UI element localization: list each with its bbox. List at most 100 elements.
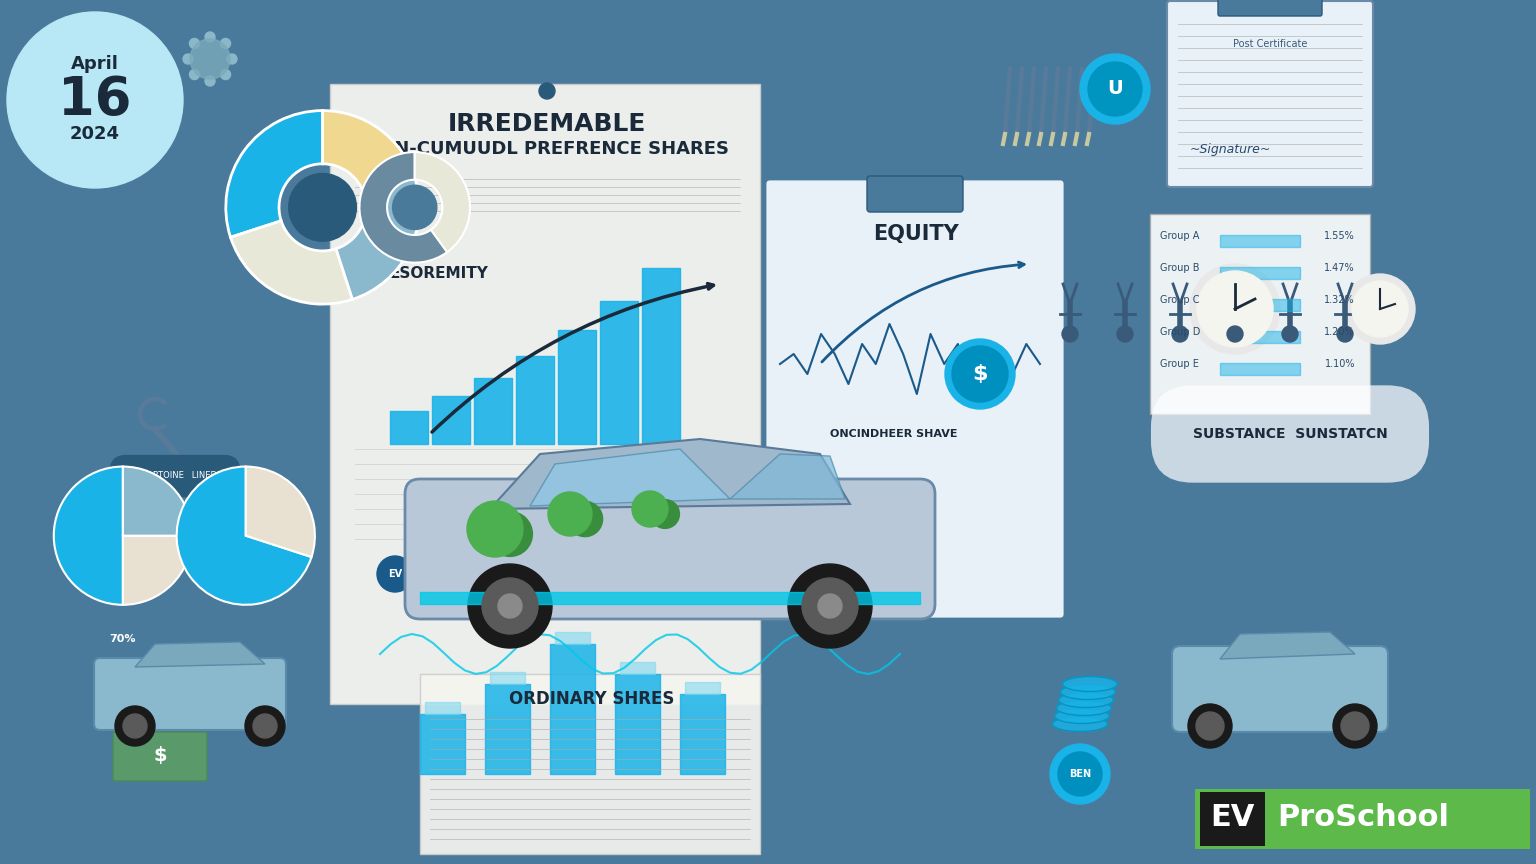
Bar [1220,363,1299,375]
FancyBboxPatch shape [1167,1,1373,187]
Bar [601,301,637,444]
Circle shape [1051,744,1111,804]
Wedge shape [226,111,323,238]
Bar [621,662,654,674]
Circle shape [1187,704,1232,748]
Circle shape [227,54,237,64]
Circle shape [1197,271,1273,347]
Circle shape [8,12,183,188]
Bar [685,682,720,694]
Circle shape [1283,326,1298,342]
Bar [140,536,161,554]
Text: 16: 16 [58,74,132,126]
Bar [1220,299,1299,311]
Circle shape [1346,274,1415,344]
Circle shape [1333,704,1376,748]
Circle shape [487,511,533,556]
Bar [390,411,429,444]
Bar [1220,331,1299,343]
Text: $: $ [972,364,988,384]
Bar [614,674,660,774]
Circle shape [376,556,413,592]
Text: ESOREMITY: ESOREMITY [390,266,488,282]
Bar [516,356,554,444]
Text: ~Signature~: ~Signature~ [1189,143,1270,156]
FancyBboxPatch shape [330,84,760,704]
Ellipse shape [1060,684,1115,700]
Bar [111,529,132,554]
Wedge shape [54,467,123,605]
Wedge shape [336,177,419,300]
FancyBboxPatch shape [406,479,935,619]
Polygon shape [530,449,730,506]
FancyBboxPatch shape [765,179,1064,619]
Text: ONCINDHEER SHAVE: ONCINDHEER SHAVE [829,429,957,439]
Text: Group A: Group A [1160,231,1200,241]
Circle shape [468,564,551,648]
Bar [170,542,192,554]
FancyBboxPatch shape [94,658,286,730]
Text: 1.55%: 1.55% [1324,231,1355,241]
FancyBboxPatch shape [1200,792,1266,846]
Bar [432,396,470,444]
Ellipse shape [1058,693,1114,708]
Polygon shape [135,642,266,667]
Circle shape [1341,712,1369,740]
Circle shape [123,714,147,738]
Text: Group C: Group C [1160,295,1200,305]
Circle shape [1227,326,1243,342]
Circle shape [539,83,554,99]
Circle shape [1087,62,1141,116]
Bar [550,644,594,774]
Polygon shape [490,439,849,509]
Bar [425,702,459,714]
Text: Group E: Group E [1160,359,1200,369]
Circle shape [482,578,538,634]
Bar [1220,267,1299,279]
Wedge shape [359,152,447,263]
Bar [558,329,596,444]
Text: SUBSTANCE  SUNSTATCN: SUBSTANCE SUNSTATCN [1192,427,1387,441]
Text: Group B: Group B [1160,263,1200,273]
Circle shape [204,76,215,86]
Circle shape [190,39,230,79]
FancyBboxPatch shape [1172,646,1389,732]
Circle shape [221,38,230,48]
FancyBboxPatch shape [1150,214,1370,414]
Text: U: U [1107,79,1123,98]
Bar [680,694,725,774]
Circle shape [819,594,842,618]
Bar [475,378,511,444]
Text: Group D: Group D [1160,327,1200,337]
Text: April: April [71,55,118,73]
Text: $: $ [154,746,167,766]
Circle shape [467,501,522,557]
Circle shape [189,70,200,79]
Text: DIAGARTOINE   LINEDD: DIAGARTOINE LINEDD [126,472,224,480]
Circle shape [631,491,668,527]
Circle shape [1172,326,1187,342]
Text: Post Certificate: Post Certificate [1233,39,1307,49]
Circle shape [204,32,215,42]
Circle shape [1197,712,1224,740]
Circle shape [253,714,276,738]
Circle shape [945,339,1015,409]
Text: 1.47%: 1.47% [1324,263,1355,273]
Text: 50$: 50$ [404,202,425,213]
Ellipse shape [1055,708,1109,723]
Text: IRREDEMABLE: IRREDEMABLE [449,112,647,136]
Wedge shape [246,467,315,557]
Circle shape [221,70,230,79]
Circle shape [651,499,679,529]
Wedge shape [123,536,192,605]
Circle shape [1352,281,1409,337]
Wedge shape [123,467,192,536]
Circle shape [1117,326,1134,342]
Text: x: x [318,199,327,216]
Bar [642,268,680,444]
Circle shape [1080,54,1150,124]
Circle shape [788,564,872,648]
Circle shape [246,706,286,746]
Circle shape [393,185,436,230]
Bar [419,592,920,604]
